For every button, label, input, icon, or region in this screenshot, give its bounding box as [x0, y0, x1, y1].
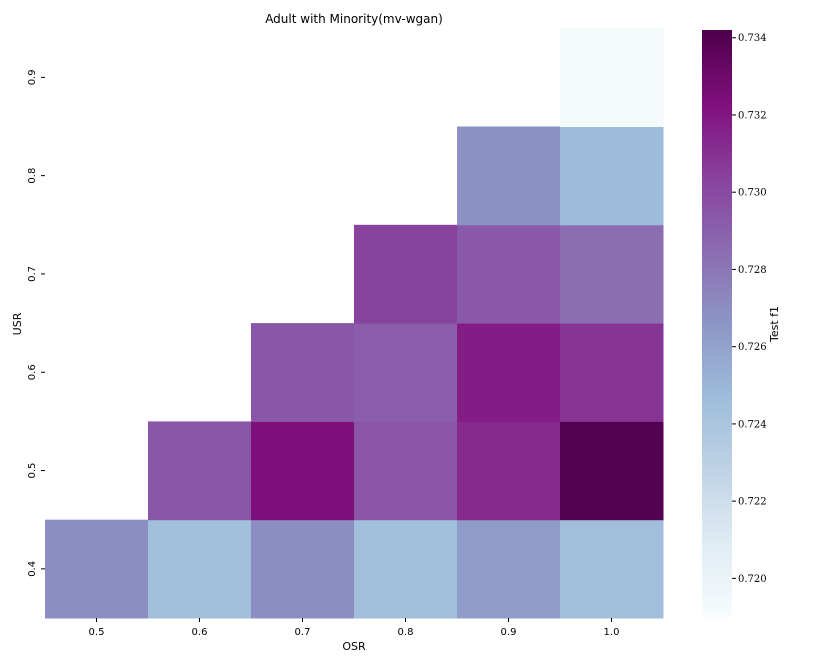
y-tick-label: 0.5: [27, 463, 38, 479]
x-tick-label: 0.8: [398, 627, 414, 638]
heatmap-cell-usr-0.8-osr-1.0: [560, 126, 664, 226]
heatmap-cells: [45, 28, 664, 619]
heatmap-cell-usr-0.4-osr-0.6: [148, 519, 252, 619]
colorbar-tick-label: 0.722: [738, 497, 767, 508]
y-axis-label: USR: [11, 312, 24, 335]
colorbar-tick-label: 0.732: [738, 110, 767, 121]
y-tick-label: 0.4: [27, 561, 38, 577]
y-tick-label: 0.6: [27, 364, 38, 380]
x-tick-label: 0.7: [295, 627, 311, 638]
heatmap-cell-usr-0.5-osr-0.9: [457, 421, 561, 521]
heatmap-cell-usr-0.4-osr-0.8: [354, 519, 458, 619]
heatmap-cell-usr-0.7-osr-1.0: [560, 224, 664, 324]
heatmap-cell-usr-0.5-osr-1.0: [560, 421, 664, 521]
x-tick-label: 0.5: [89, 627, 105, 638]
heatmap-cell-usr-0.5-osr-0.8: [354, 421, 458, 521]
y-tick-label: 0.7: [27, 266, 38, 282]
colorbar-ticks: 0.720 0.722 0.724 0.726 0.728 0.730 0.732 0.734: [732, 33, 767, 585]
heatmap-cell-usr-0.4-osr-0.9: [457, 519, 561, 619]
colorbar-tick-label: 0.720: [738, 574, 767, 585]
heatmap-cell-usr-0.5-osr-0.7: [251, 421, 355, 521]
x-tick-label: 1.0: [604, 627, 620, 638]
colorbar-tick-label: 0.726: [738, 342, 767, 353]
x-tick-label: 0.6: [192, 627, 208, 638]
y-axis-ticks: 0.4 0.5 0.6 0.7 0.8 0.9: [27, 69, 45, 577]
heatmap-cell-usr-0.4-osr-1.0: [560, 519, 664, 619]
heatmap-cell-usr-0.8-osr-0.9: [457, 126, 561, 226]
heatmap-cell-usr-0.5-osr-0.6: [148, 421, 252, 521]
heatmap-cell-usr-0.4-osr-0.5: [45, 519, 149, 619]
chart-title: Adult with Minority(mv-wgan): [265, 12, 443, 26]
heatmap-cell-usr-0.7-osr-0.8: [354, 224, 458, 324]
y-tick-label: 0.8: [27, 168, 38, 184]
heatmap-cell-usr-0.6-osr-0.8: [354, 323, 458, 422]
x-axis-ticks: 0.5 0.6 0.7 0.8 0.9 1.0: [89, 618, 620, 638]
heatmap-cell-usr-0.9-osr-1.0: [560, 28, 664, 128]
heatmap-cell-usr-0.6-osr-0.7: [251, 323, 355, 422]
colorbar-tick-label: 0.728: [738, 265, 767, 276]
x-axis-label: OSR: [342, 640, 366, 653]
colorbar: [702, 30, 732, 617]
heatmap-cell-usr-0.4-osr-0.7: [251, 519, 355, 619]
heatmap-cell-usr-0.7-osr-0.9: [457, 224, 561, 324]
y-tick-label: 0.9: [27, 69, 38, 85]
colorbar-tick-label: 0.724: [738, 419, 767, 430]
colorbar-tick-label: 0.734: [738, 33, 767, 44]
heatmap-cell-usr-0.6-osr-0.9: [457, 323, 561, 422]
x-tick-label: 0.9: [501, 627, 517, 638]
colorbar-tick-label: 0.730: [738, 188, 767, 199]
heatmap-cell-usr-0.6-osr-1.0: [560, 323, 664, 422]
colorbar-label: Test f1: [768, 306, 781, 343]
